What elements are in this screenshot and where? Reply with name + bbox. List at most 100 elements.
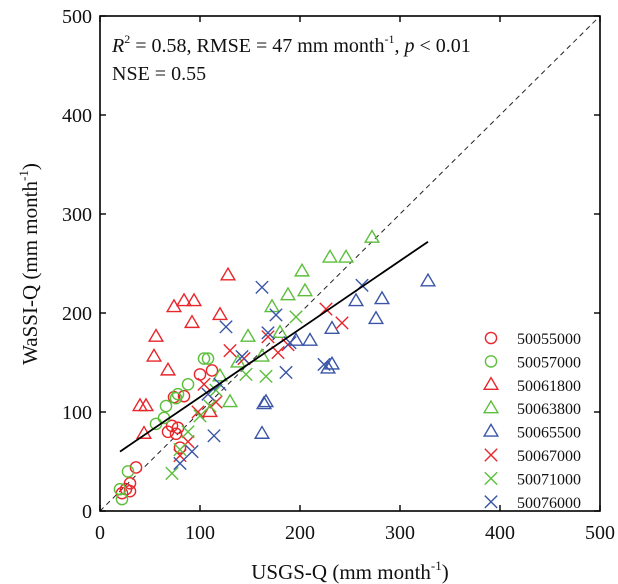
data-point-50076000-10 xyxy=(279,365,293,380)
y-tick-label-2: 200 xyxy=(62,303,92,325)
data-point-50057000-0 xyxy=(113,482,127,496)
data-point-50063800-4 xyxy=(253,347,271,362)
legend-entry-50057000: 50057000 xyxy=(484,354,581,371)
legend: 50055000 50057000 50061800 50063800 50065500… xyxy=(482,331,581,512)
data-point-50076000-3 xyxy=(207,429,221,443)
x-tick-label-2: 200 xyxy=(285,522,315,544)
data-point-50055000-10 xyxy=(173,441,187,454)
data-point-50055000-11 xyxy=(177,389,191,403)
data-point-50063800-9 xyxy=(296,282,314,297)
legend-label-50063800: 50063800 xyxy=(517,401,581,418)
data-point-50067000-11 xyxy=(335,316,349,330)
data-point-50067000-3 xyxy=(197,377,211,391)
data-point-50063800-7 xyxy=(279,286,297,301)
data-point-50061800-11 xyxy=(211,306,229,321)
legend-label-50071000: 50071000 xyxy=(517,471,581,488)
data-point-50071000-4 xyxy=(203,399,217,413)
data-point-50065500-7 xyxy=(323,320,341,335)
legend-marker-50063800 xyxy=(482,399,500,414)
data-point-50065500-6 xyxy=(323,355,341,370)
data-point-50057000-2 xyxy=(121,465,135,478)
data-point-50063800-1 xyxy=(221,393,239,408)
data-point-50063800-3 xyxy=(239,328,257,342)
series-50076000 xyxy=(173,278,369,471)
data-point-50076000-8 xyxy=(261,326,275,340)
legend-entry-50067000: 50067000 xyxy=(484,448,581,465)
r2-rmse-value: = 0.58, RMSE = 47 mm month xyxy=(130,35,384,57)
stats-annotation: R2 = 0.58, RMSE = 47 mm month-1, p < 0.0… xyxy=(111,32,471,57)
data-point-50071000-1 xyxy=(173,442,187,457)
data-point-50065500-1 xyxy=(255,395,273,410)
data-point-50061800-4 xyxy=(147,328,165,342)
data-point-50055000-13 xyxy=(205,364,219,377)
data-point-50061800-10 xyxy=(201,403,219,418)
x-label-main: USGS-Q (mm month xyxy=(251,560,431,584)
data-point-50076000-5 xyxy=(219,320,233,334)
data-point-50067000-8 xyxy=(271,345,285,360)
nse-annotation: NSE = 0.55 xyxy=(112,63,206,85)
series-50065500 xyxy=(253,272,437,439)
data-point-50063800-10 xyxy=(321,248,339,263)
series-50057000 xyxy=(113,352,215,506)
data-point-50063800-5 xyxy=(263,298,281,313)
data-point-50061800-3 xyxy=(145,347,163,362)
data-point-50065500-9 xyxy=(367,310,385,325)
y-tick-label-0: 0 xyxy=(82,501,92,523)
plot-content xyxy=(99,15,601,512)
y-tick-label-1: 100 xyxy=(62,402,92,424)
data-point-50067000-7 xyxy=(261,330,275,344)
y-tick-label-3: 300 xyxy=(62,204,92,226)
data-point-50061800-8 xyxy=(183,314,201,329)
data-point-50065500-5 xyxy=(319,359,337,374)
data-point-50071000-6 xyxy=(239,367,253,382)
y-axis-label: WaSSI-Q (mm month-1) xyxy=(16,163,42,365)
y-tick-label-5: 500 xyxy=(62,6,92,28)
data-point-50071000-0 xyxy=(165,466,179,481)
legend-label-50055000: 50055000 xyxy=(517,331,581,348)
axes: 0 100 200 300 400 500 0 100 200 300 400 500 xyxy=(62,6,615,544)
data-point-50065500-8 xyxy=(347,292,365,307)
legend-label-50076000: 50076000 xyxy=(517,495,581,512)
legend-marker-50065500 xyxy=(482,423,500,437)
data-point-50055000-12 xyxy=(193,368,207,381)
legend-marker-50057000 xyxy=(484,355,498,368)
legend-label-50057000: 50057000 xyxy=(517,354,581,371)
legend-entry-50063800: 50063800 xyxy=(482,399,581,418)
data-point-50065500-10 xyxy=(373,290,391,305)
plot-frame xyxy=(99,15,601,512)
data-point-50063800-8 xyxy=(293,262,311,277)
x-label-superscript: -1 xyxy=(431,558,442,573)
data-point-50071000-8 xyxy=(289,310,303,324)
data-point-50057000-7 xyxy=(171,387,185,401)
legend-entry-50071000: 50071000 xyxy=(484,471,581,488)
data-point-50055000-6 xyxy=(165,419,179,433)
legend-marker-50061800 xyxy=(482,376,500,390)
data-point-50067000-5 xyxy=(223,343,237,358)
data-point-50061800-2 xyxy=(137,397,155,412)
rmse-superscript: -1 xyxy=(384,32,394,46)
y-label-main: WaSSI-Q (mm month xyxy=(18,181,42,365)
data-point-50057000-5 xyxy=(159,399,173,413)
p-value: < 0.01 xyxy=(414,35,470,57)
x-tick-label-5: 500 xyxy=(585,522,615,544)
data-point-50065500-11 xyxy=(419,272,437,287)
data-point-50061800-9 xyxy=(185,292,203,307)
data-point-50071000-5 xyxy=(209,383,223,397)
data-point-50063800-12 xyxy=(363,229,381,243)
legend-marker-50067000 xyxy=(484,448,498,462)
legend-entry-50076000: 50076000 xyxy=(484,495,581,512)
legend-label-50061800: 50061800 xyxy=(517,378,581,395)
data-point-50061800-12 xyxy=(219,266,237,281)
legend-marker-50071000 xyxy=(484,471,498,486)
series-50061800 xyxy=(131,266,237,439)
data-point-50071000-2 xyxy=(181,425,195,439)
data-point-50071000-7 xyxy=(259,369,273,384)
data-point-50055000-8 xyxy=(169,427,183,441)
legend-label-50065500: 50065500 xyxy=(517,425,581,442)
r2-label: R xyxy=(111,35,124,57)
legend-label-50067000: 50067000 xyxy=(517,448,581,465)
data-point-50055000-3 xyxy=(123,476,137,490)
data-point-50076000-12 xyxy=(317,357,331,372)
legend-marker-50076000 xyxy=(484,495,498,509)
